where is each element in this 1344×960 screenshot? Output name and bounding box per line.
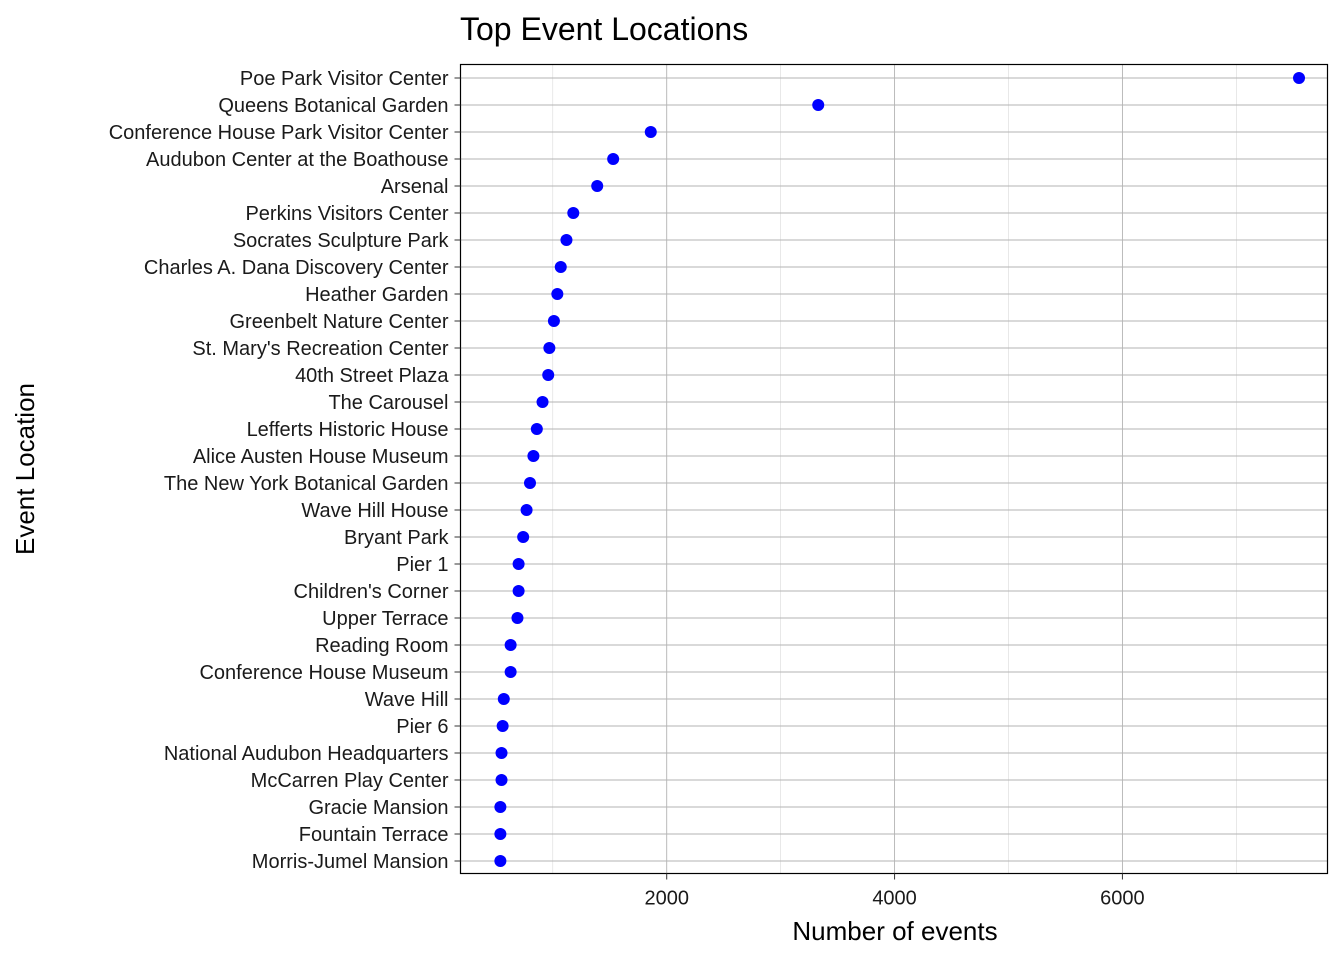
y-tick-label: McCarren Play Center xyxy=(251,770,449,792)
data-point xyxy=(511,612,524,624)
y-tick-label: 40th Street Plaza xyxy=(295,365,449,387)
x-axis-title: Number of events xyxy=(792,916,997,946)
y-tick-label: Morris-Jumel Mansion xyxy=(252,851,449,873)
plot-panel-border xyxy=(459,63,1329,875)
data-point xyxy=(520,504,533,516)
data-point xyxy=(812,99,825,111)
data-point xyxy=(543,342,556,354)
data-point xyxy=(554,261,567,273)
data-point xyxy=(547,315,560,327)
x-axis-ticks: 2000 4000 6000 xyxy=(644,873,1145,910)
data-point xyxy=(560,234,573,246)
data-point xyxy=(527,450,540,462)
y-tick-label: Bryant Park xyxy=(344,527,449,549)
data-point xyxy=(495,747,508,759)
data-point xyxy=(494,855,507,867)
minor-gridlines xyxy=(552,64,1237,874)
y-tick-label: Reading Room xyxy=(315,635,448,657)
y-tick-label: Greenbelt Nature Center xyxy=(229,311,448,333)
y-tick-label: National Audubon Headquarters xyxy=(164,743,449,765)
y-tick-label: The Carousel xyxy=(328,392,448,414)
data-point xyxy=(496,720,509,732)
x-tick-label: 2000 xyxy=(644,888,689,910)
data-point xyxy=(497,693,510,705)
y-tick-label: Charles A. Dana Discovery Center xyxy=(144,257,449,279)
y-tick-label: Poe Park Visitor Center xyxy=(240,68,449,90)
y-tick-label: Lefferts Historic House xyxy=(247,419,449,441)
y-tick-label: Conference House Park Visitor Center xyxy=(109,122,449,144)
data-point xyxy=(494,828,507,840)
y-tick-label: Children's Corner xyxy=(294,581,449,603)
data-point xyxy=(512,558,525,570)
data-point xyxy=(542,369,555,381)
data-point xyxy=(530,423,543,435)
data-point xyxy=(504,666,517,678)
y-tick-label: The New York Botanical Garden xyxy=(164,473,449,495)
y-tick-label: St. Mary's Recreation Center xyxy=(192,338,448,360)
y-tick-label: Alice Austen House Museum xyxy=(193,446,449,468)
x-tick-label: 6000 xyxy=(1100,888,1145,910)
y-tick-label: Heather Garden xyxy=(305,284,448,306)
y-tick-label: Pier 1 xyxy=(396,554,448,576)
y-axis-title: Event Location xyxy=(10,383,40,555)
y-tick-label: Wave Hill xyxy=(365,689,449,711)
major-gridlines xyxy=(460,64,1328,874)
data-point xyxy=(504,639,517,651)
y-axis-ticks: Poe Park Visitor Center Queens Botanical … xyxy=(109,68,461,873)
y-tick-label: Gracie Mansion xyxy=(308,797,448,819)
y-tick-label: Audubon Center at the Boathouse xyxy=(146,149,448,171)
y-tick-label: Fountain Terrace xyxy=(299,824,449,846)
data-point xyxy=(551,288,564,300)
y-tick-label: Arsenal xyxy=(381,176,449,198)
data-point xyxy=(517,531,530,543)
data-point xyxy=(523,477,536,489)
data-point xyxy=(644,126,657,138)
y-tick-label: Pier 6 xyxy=(396,716,448,738)
x-tick-label: 4000 xyxy=(872,888,917,910)
y-tick-label: Perkins Visitors Center xyxy=(245,203,448,225)
data-point xyxy=(495,774,508,786)
data-point xyxy=(567,207,580,219)
y-tick-label: Queens Botanical Garden xyxy=(218,95,448,117)
data-point xyxy=(607,153,620,165)
data-point xyxy=(591,180,604,192)
y-tick-label: Upper Terrace xyxy=(322,608,448,630)
y-tick-label: Wave Hill House xyxy=(301,500,448,522)
data-point xyxy=(494,801,507,813)
chart-title: Top Event Locations xyxy=(460,11,748,47)
data-point xyxy=(512,585,525,597)
y-tick-label: Socrates Sculpture Park xyxy=(233,230,450,252)
y-tick-label: Conference House Museum xyxy=(199,662,448,684)
data-point xyxy=(536,396,549,408)
data-point xyxy=(1293,72,1306,84)
data-points xyxy=(494,72,1306,867)
